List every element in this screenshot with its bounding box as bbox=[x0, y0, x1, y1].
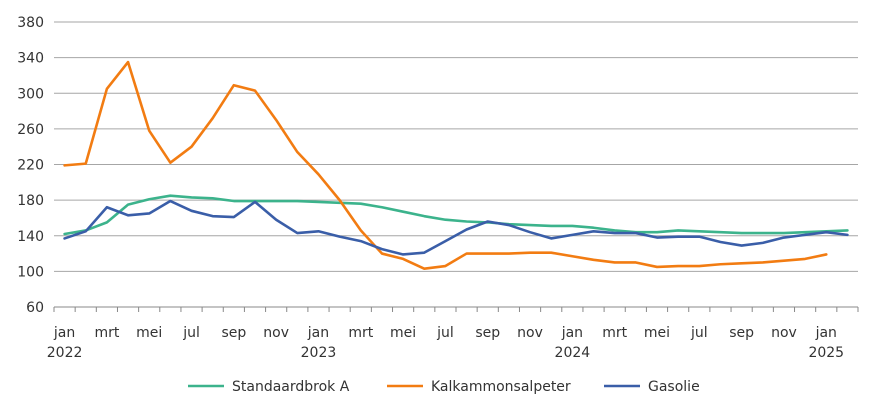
x-tick-label-month: mrt bbox=[348, 325, 373, 341]
y-tick-label: 340 bbox=[17, 51, 44, 67]
x-tick-label-month: jan bbox=[307, 325, 329, 341]
y-tick-label: 300 bbox=[17, 86, 44, 102]
series-line-1 bbox=[63, 194, 849, 236]
x-tick-label-year: 2024 bbox=[555, 345, 591, 361]
y-tick-label: 60 bbox=[26, 300, 44, 316]
x-tick-label-month: jan bbox=[815, 325, 837, 341]
y-axis-tick-labels: 60 100 140 180 220 260 300 340 380 bbox=[17, 15, 44, 316]
x-tick-label-year: 2023 bbox=[301, 345, 337, 361]
x-tick-label-month: nov bbox=[771, 325, 797, 341]
legend: Standaardbrok A Kalkammonsalpeter Gasolie bbox=[188, 379, 700, 395]
x-axis-ticks bbox=[53, 307, 859, 312]
y-tick-label: 380 bbox=[17, 15, 44, 31]
series-lines bbox=[63, 60, 849, 270]
y-tick-label: 100 bbox=[17, 264, 44, 280]
x-tick-label-year: 2022 bbox=[47, 345, 83, 361]
x-tick-label-month: nov bbox=[263, 325, 289, 341]
legend-label: Standaardbrok A bbox=[232, 379, 350, 395]
x-tick-label-month: mei bbox=[390, 325, 416, 341]
x-tick-label-month: sep bbox=[221, 325, 246, 341]
x-tick-label-month: jul bbox=[436, 325, 454, 341]
series-line-2 bbox=[63, 60, 828, 270]
y-tick-label: 180 bbox=[17, 193, 44, 209]
legend-label: Gasolie bbox=[648, 379, 700, 395]
y-tick-label: 140 bbox=[17, 229, 44, 245]
x-axis-tick-labels: jan 2022 mrt mei jul sep nov jan 2023 mrt mei jul se… bbox=[47, 325, 844, 361]
x-tick-label-month: jul bbox=[182, 325, 200, 341]
x-tick-label-month: mei bbox=[136, 325, 162, 341]
x-tick-label-month: mrt bbox=[94, 325, 119, 341]
y-tick-label: 260 bbox=[17, 122, 44, 138]
x-tick-label-month: jan bbox=[53, 325, 75, 341]
gridlines bbox=[54, 21, 858, 272]
x-tick-label-month: mrt bbox=[602, 325, 627, 341]
x-tick-label-month: mei bbox=[644, 325, 670, 341]
x-tick-label-year: 2025 bbox=[808, 345, 844, 361]
legend-label: Kalkammonsalpeter bbox=[431, 379, 571, 395]
x-tick-label-month: jul bbox=[690, 325, 708, 341]
x-tick-label-month: sep bbox=[475, 325, 500, 341]
x-tick-label-month: nov bbox=[517, 325, 543, 341]
series-line-3 bbox=[63, 199, 849, 256]
y-tick-label: 220 bbox=[17, 158, 44, 174]
x-tick-label-month: jan bbox=[561, 325, 583, 341]
x-tick-label-month: sep bbox=[729, 325, 754, 341]
